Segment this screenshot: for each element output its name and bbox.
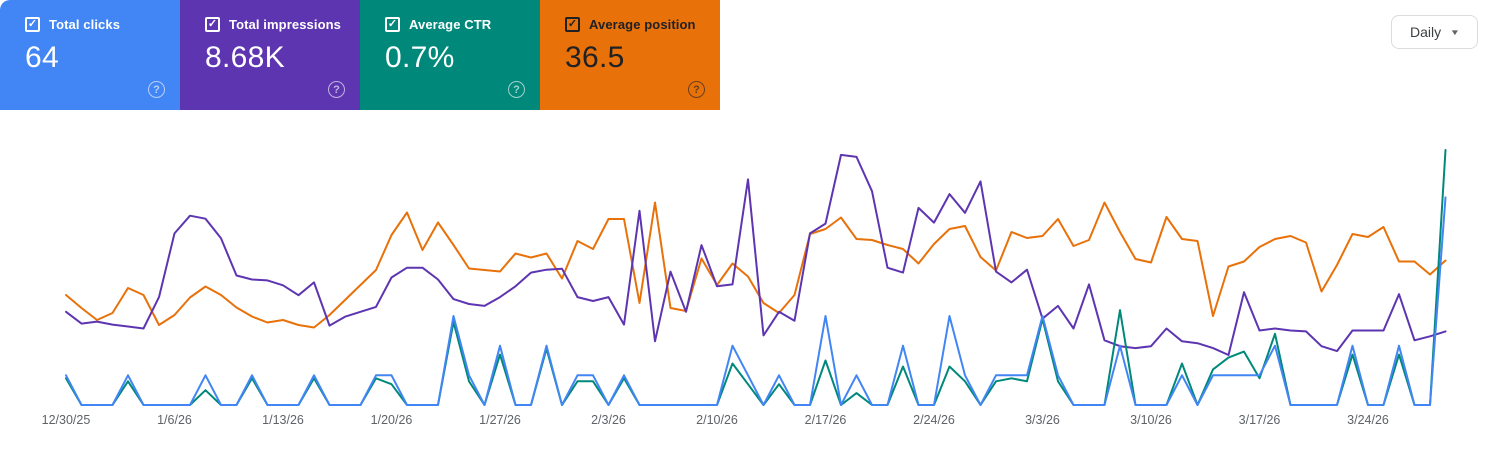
x-axis-label: 3/17/26 bbox=[1239, 413, 1281, 427]
card-label: Total clicks bbox=[49, 17, 121, 32]
x-axis-label: 1/27/26 bbox=[479, 413, 521, 427]
date-granularity-label: Daily bbox=[1409, 24, 1442, 40]
x-axis-label: 1/6/26 bbox=[157, 413, 192, 427]
performance-chart: 12/30/25 1/6/26 1/13/26 1/20/26 1/27/26 2/3/2… bbox=[42, 149, 1447, 427]
chart-area: 12/30/25 1/6/26 1/13/26 1/20/26 1/27/26 2/3/2… bbox=[0, 118, 1493, 447]
date-granularity-select[interactable]: Daily ▼ bbox=[1391, 15, 1478, 49]
x-axis-label: 3/24/26 bbox=[1347, 413, 1389, 427]
metric-card-average-ctr[interactable]: ✓ Average CTR 0.7% ? bbox=[360, 0, 540, 110]
position-line bbox=[65, 201, 1447, 329]
x-axis-label: 1/13/26 bbox=[262, 413, 304, 427]
metric-card-total-clicks[interactable]: ✓ Total clicks 64 ? bbox=[0, 0, 180, 110]
x-axis-label: 1/20/26 bbox=[371, 413, 413, 427]
card-header: ✓ Total clicks bbox=[25, 17, 166, 32]
impressions-line bbox=[65, 153, 1447, 356]
checkbox-checked-icon[interactable]: ✓ bbox=[25, 17, 40, 32]
help-icon[interactable]: ? bbox=[688, 81, 705, 98]
card-header: ✓ Average position bbox=[565, 17, 706, 32]
metric-card-total-impressions[interactable]: ✓ Total impressions 8.68K ? bbox=[180, 0, 360, 110]
x-axis-label: 3/10/26 bbox=[1130, 413, 1172, 427]
caret-down-icon: ▼ bbox=[1449, 27, 1461, 37]
checkbox-checked-icon[interactable]: ✓ bbox=[565, 17, 580, 32]
card-header: ✓ Total impressions bbox=[205, 17, 346, 32]
clicks-line bbox=[65, 196, 1447, 406]
card-label: Average position bbox=[589, 17, 696, 32]
card-value: 36.5 bbox=[565, 41, 625, 74]
help-icon[interactable]: ? bbox=[508, 81, 525, 98]
x-axis-label: 3/3/26 bbox=[1025, 413, 1060, 427]
card-value: 8.68K bbox=[205, 41, 285, 74]
metric-cards: ✓ Total clicks 64 ? ✓ Total impressions … bbox=[0, 0, 720, 110]
help-icon[interactable]: ? bbox=[148, 81, 165, 98]
ctr-line bbox=[65, 149, 1447, 406]
card-label: Average CTR bbox=[409, 17, 492, 32]
checkbox-checked-icon[interactable]: ✓ bbox=[205, 17, 220, 32]
x-axis-label: 12/30/25 bbox=[42, 413, 91, 427]
checkbox-checked-icon[interactable]: ✓ bbox=[385, 17, 400, 32]
card-value: 0.7% bbox=[385, 41, 455, 74]
x-axis-label: 2/3/26 bbox=[591, 413, 626, 427]
x-axis-label: 2/24/26 bbox=[913, 413, 955, 427]
card-header: ✓ Average CTR bbox=[385, 17, 526, 32]
help-icon[interactable]: ? bbox=[328, 81, 345, 98]
metric-card-average-position[interactable]: ✓ Average position 36.5 ? bbox=[540, 0, 720, 110]
x-axis-label: 2/17/26 bbox=[805, 413, 847, 427]
x-axis-label: 2/10/26 bbox=[696, 413, 738, 427]
card-value: 64 bbox=[25, 41, 59, 74]
card-label: Total impressions bbox=[229, 17, 341, 32]
